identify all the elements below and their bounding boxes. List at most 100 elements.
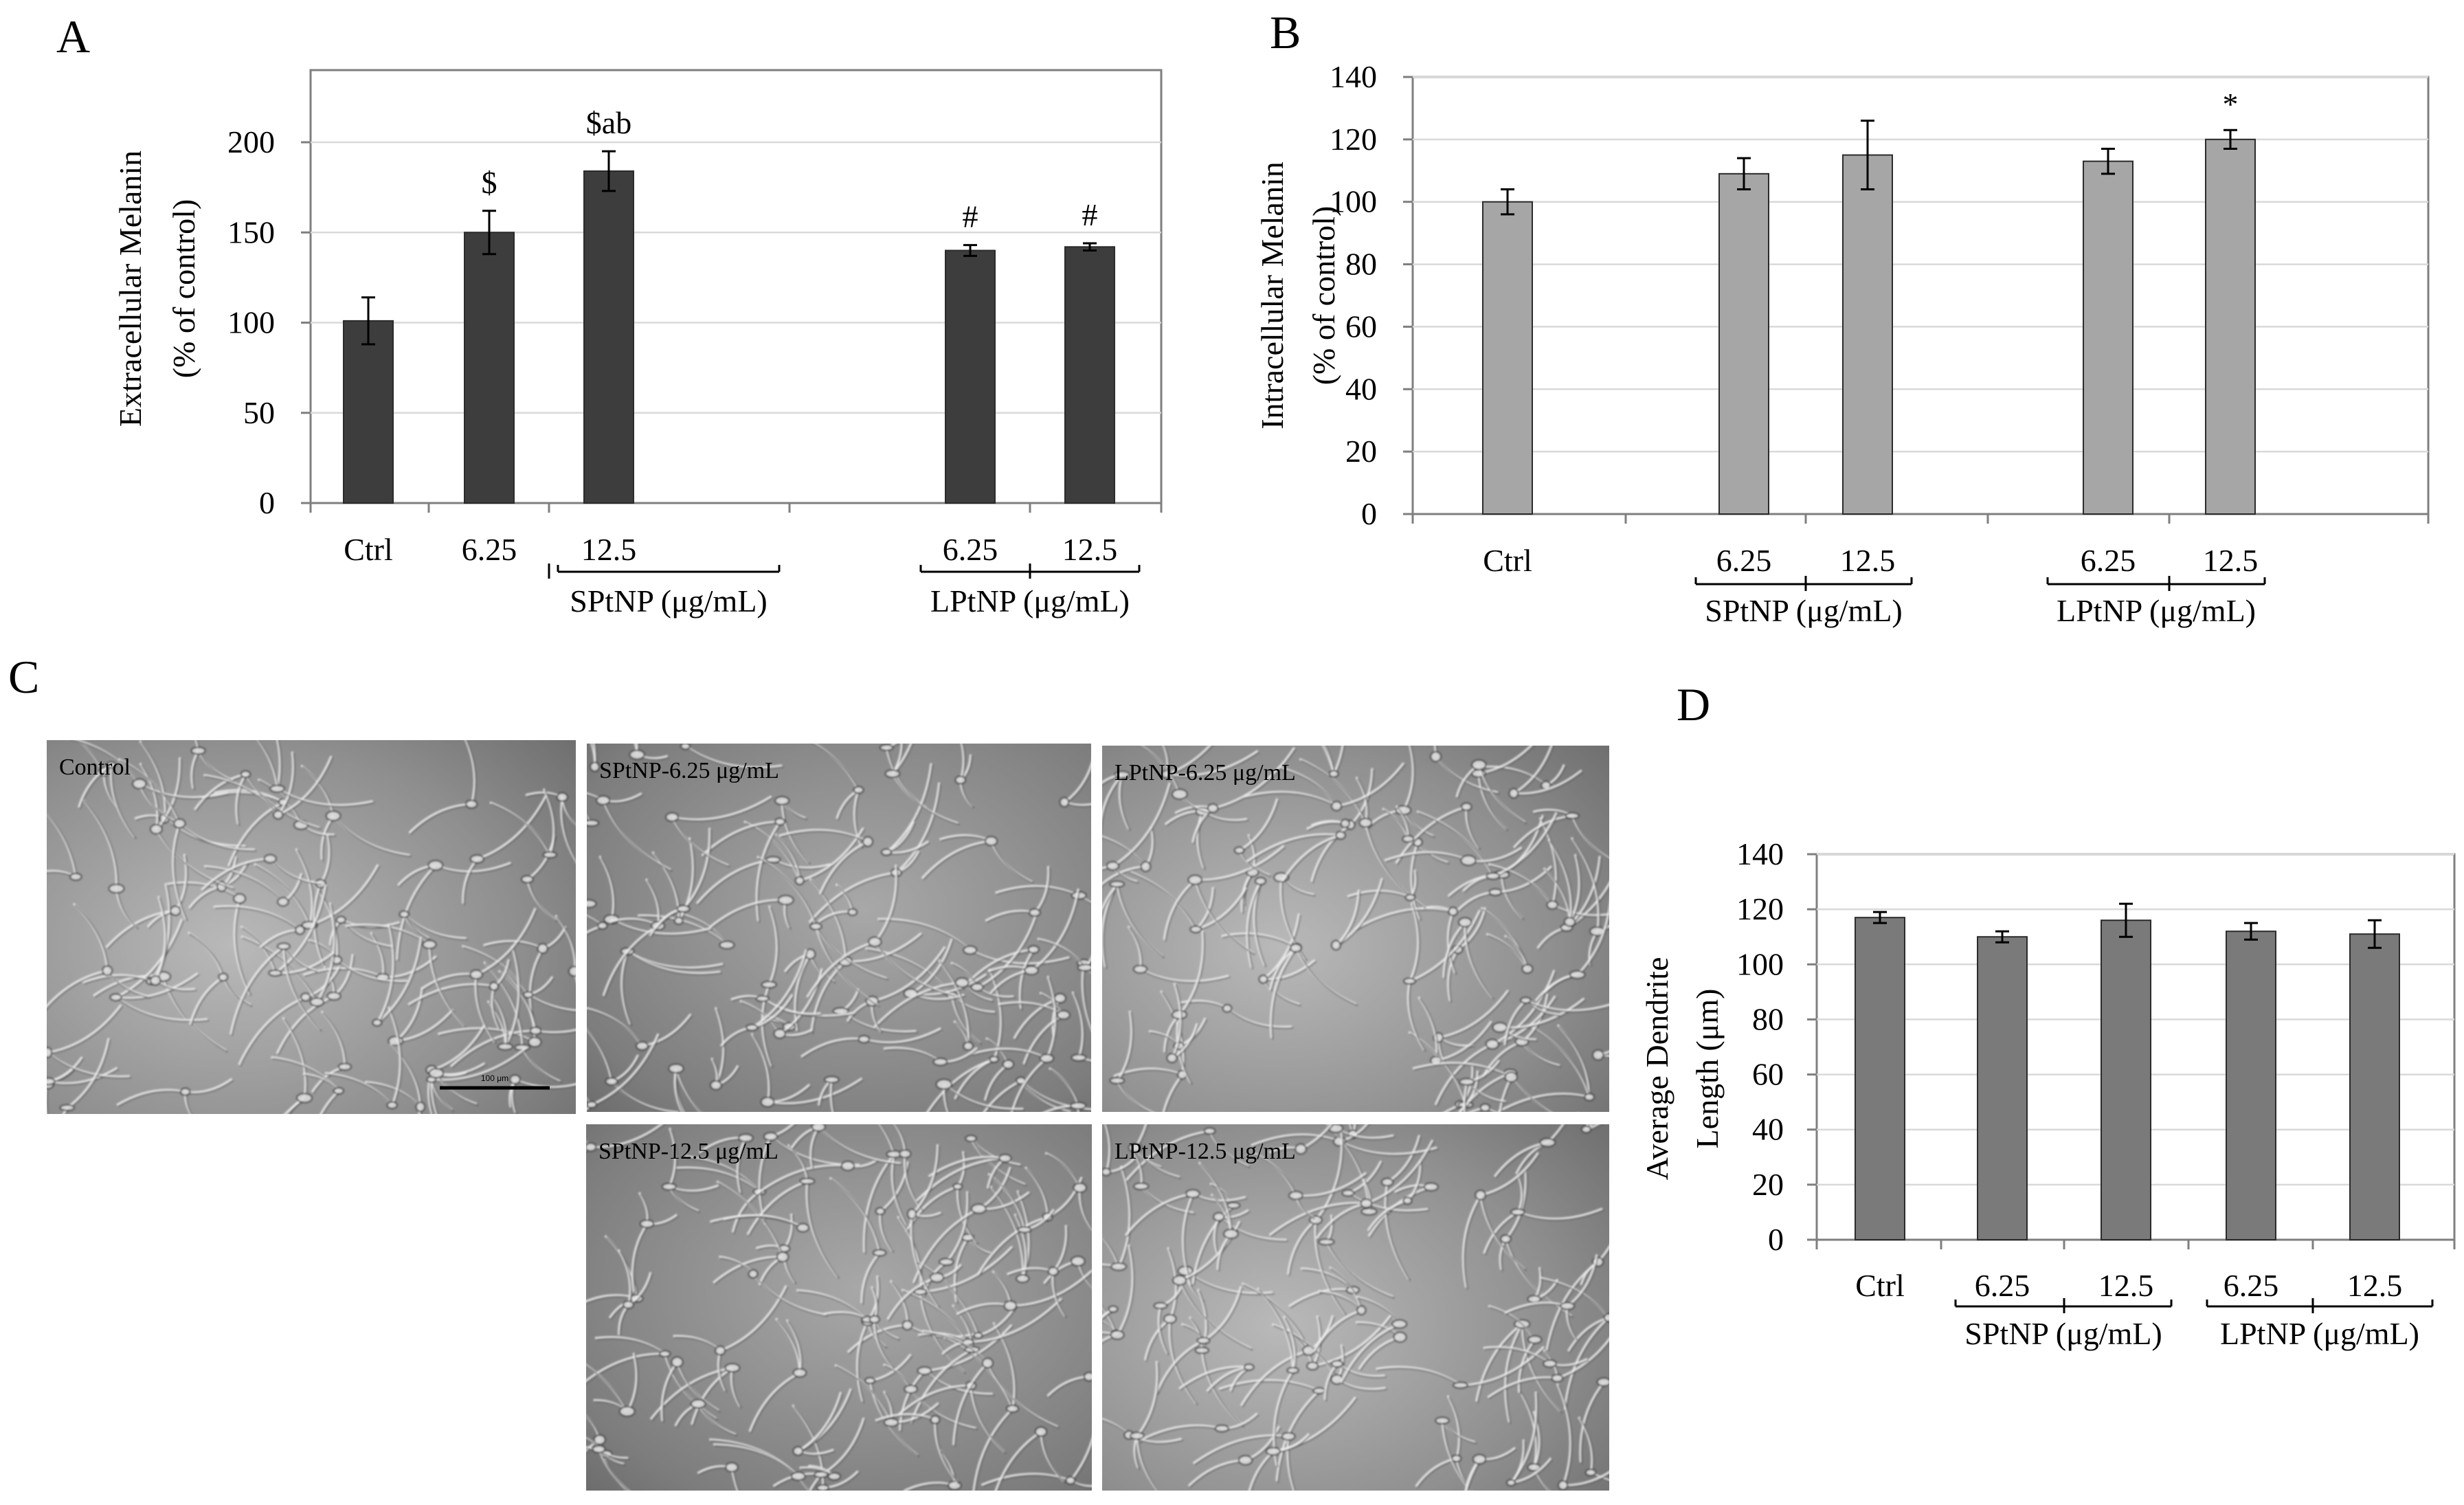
cell-process-shadow — [684, 829, 712, 911]
x-tick-label: 12.5 — [1062, 532, 1118, 567]
cell-process — [1263, 959, 1316, 981]
cell-process-shadow — [1283, 836, 1343, 883]
cell-process-shadow — [1514, 770, 1584, 796]
cell-body — [1486, 872, 1501, 880]
bar — [2101, 919, 2151, 1240]
bar — [2226, 930, 2276, 1240]
cell-body — [774, 796, 789, 805]
scale-bar-label: 100 μm — [481, 1073, 508, 1083]
cell-process-shadow — [257, 740, 280, 790]
cell-body — [596, 795, 611, 805]
cell-process-shadow — [714, 1445, 800, 1478]
cell-body — [1189, 925, 1202, 933]
cell-process-shadow — [935, 1420, 960, 1485]
cell-process-shadow — [1180, 1281, 1253, 1351]
cell-process-shadow — [752, 1034, 771, 1104]
cell-process-shadow — [1448, 912, 1457, 975]
cell-process — [1412, 1062, 1512, 1078]
cell-process — [528, 948, 544, 1018]
cell-process-shadow — [405, 915, 431, 940]
cell-process — [910, 1348, 973, 1423]
cell-process-shadow — [1367, 1141, 1435, 1205]
cell-process-shadow — [1022, 1081, 1091, 1111]
cell-body — [799, 1177, 816, 1185]
cell-process-shadow — [586, 1148, 593, 1152]
cell-process-shadow — [1579, 1418, 1594, 1474]
cell-process-shadow — [1136, 1148, 1181, 1179]
cell-process-shadow — [140, 742, 168, 820]
cell-body — [273, 810, 284, 820]
cell-process — [1335, 889, 1360, 946]
cell-process-shadow — [202, 859, 272, 892]
cell-process-shadow — [811, 744, 861, 792]
cell-process — [504, 946, 520, 1047]
cell-process-shadow — [235, 900, 252, 996]
cell-process-shadow — [1341, 1324, 1401, 1385]
cell-process — [1409, 902, 1420, 982]
cell-body — [1140, 861, 1152, 872]
cell-process-shadow — [1413, 1063, 1513, 1080]
cell-process — [151, 882, 171, 982]
cell-process — [515, 1078, 576, 1089]
y-tick-label: 20 — [1345, 434, 1377, 469]
cell-body — [824, 1075, 840, 1084]
cell-process-shadow — [397, 866, 438, 961]
cell-body — [1527, 1463, 1541, 1472]
bar — [583, 170, 634, 504]
cell-process-shadow — [1474, 1108, 1487, 1112]
cell-body — [59, 1104, 75, 1111]
y-axis-label-line1: Extracellular Melanin — [113, 150, 148, 427]
cell-process-shadow — [1558, 1341, 1609, 1381]
cell-process-shadow — [1527, 1001, 1609, 1013]
cell-process-shadow — [1021, 1082, 1070, 1112]
cell-body — [719, 940, 735, 950]
cell-process-shadow — [1102, 775, 1124, 827]
cell-process-shadow — [721, 1286, 789, 1353]
cell-process — [1349, 1124, 1354, 1135]
cell-process-shadow — [1598, 1249, 1609, 1264]
cell-process-shadow — [992, 842, 1034, 884]
cell-process — [591, 1033, 660, 1106]
x-tick-label: 6.25 — [943, 532, 998, 567]
cell-process-shadow — [1493, 996, 1558, 1047]
cell-process-shadow — [1493, 971, 1556, 1047]
cell-process — [806, 941, 875, 998]
cell-process-shadow — [1502, 876, 1525, 920]
cell-process-shadow — [1506, 1240, 1573, 1318]
cell-process-shadow — [670, 1188, 701, 1213]
cell-body — [715, 1346, 726, 1356]
cell-body — [300, 992, 311, 1002]
cell-body — [102, 965, 113, 977]
cell-body — [592, 1445, 606, 1453]
cell-process-shadow — [436, 863, 513, 874]
cell-process-shadow — [180, 824, 256, 852]
cell-process-shadow — [605, 1236, 639, 1300]
y-tick-label: 140 — [1330, 59, 1377, 94]
cell-process-shadow — [341, 920, 401, 929]
cell-body — [1203, 1127, 1216, 1135]
cell-process — [586, 1352, 665, 1383]
cell-process-shadow — [848, 1326, 909, 1354]
cell-process-shadow — [1136, 1426, 1224, 1445]
cell-process-shadow — [1467, 1460, 1482, 1491]
cell-process-shadow — [1337, 763, 1406, 808]
cell-process — [1443, 1103, 1461, 1112]
cell-process-shadow — [214, 906, 302, 933]
cell-process — [542, 788, 555, 856]
cell-process-shadow — [1196, 881, 1255, 955]
cell-process-shadow — [816, 927, 880, 1007]
cell-process — [1275, 1390, 1320, 1482]
cell-process-shadow — [1570, 855, 1582, 924]
cell-process-shadow — [79, 766, 113, 810]
cell-body — [428, 1068, 445, 1079]
cell-process — [915, 1157, 1005, 1202]
cell-process-shadow — [586, 1139, 593, 1149]
cell-process-shadow — [1587, 1124, 1602, 1132]
cell-process — [1437, 989, 1509, 1039]
cell-body — [907, 1208, 917, 1220]
cell-process-shadow — [911, 1350, 974, 1425]
cell-body — [998, 1154, 1012, 1163]
cell-process — [860, 1251, 881, 1304]
cell-process — [1513, 746, 1553, 794]
cell-process-shadow — [157, 759, 182, 832]
